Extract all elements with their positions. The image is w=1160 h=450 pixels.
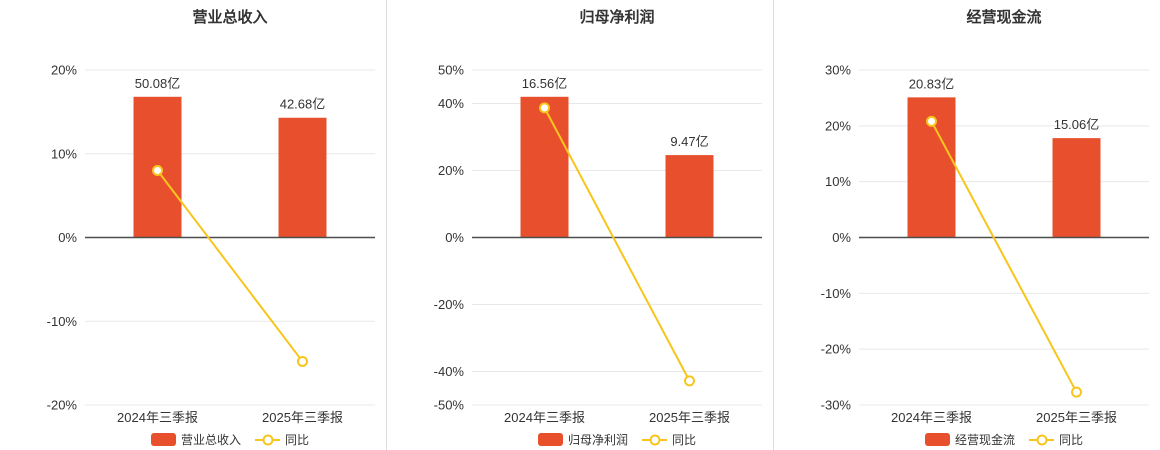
y-tick-label: 0% [58,230,77,245]
y-tick-label: -10% [47,314,78,329]
legend-revenue: 营业总收入 同比 [85,431,375,448]
y-tick-label: 20% [438,163,464,178]
y-tick-label: -40% [434,364,465,379]
y-tick-label: -50% [434,398,465,413]
panel-net-profit: 归母净利润 50% 40% 20% 0% -20% -40% -50% 16.56亿 2024年… [387,0,773,450]
y-tick-label: 20% [825,118,851,133]
y-tick-label: -20% [434,297,465,312]
legend-item-bar[interactable]: 归母净利润 [537,431,628,448]
bar-value-label: 9.47亿 [670,134,708,149]
y-tick-label: -30% [821,398,852,413]
legend-item-line[interactable]: 同比 [642,431,696,448]
x-axis-label: 2025年三季报 [1036,410,1117,425]
chart-title-revenue: 营业总收入 [192,9,268,26]
yoy-marker[interactable] [539,102,550,114]
y-tick-label: 10% [51,146,77,161]
legend-bar-label: 归母净利润 [567,433,628,447]
bar-swatch-icon [924,433,950,446]
yoy-marker[interactable] [297,355,308,367]
line-marker-swatch-icon [255,433,280,446]
panel-divider [386,0,387,450]
yoy-marker[interactable] [926,115,937,127]
yoy-marker[interactable] [1071,386,1082,398]
legend-line-label: 同比 [672,433,697,447]
line-marker-swatch-icon [642,433,667,446]
x-axis-label: 2024年三季报 [117,410,198,425]
legend-bar-label: 营业总收入 [180,433,241,447]
panel-operating-cashflow: 经营现金流 30% 20% 10% 0% -10% -20% -30% 20.83亿 2024年… [774,0,1160,450]
bar-value-label: 15.06亿 [1054,117,1100,132]
yoy-line [930,120,1078,393]
y-tick-label: -10% [821,286,852,301]
y-tick-label: -20% [47,398,78,413]
bar-value-label: 42.68亿 [280,97,326,112]
chart-title-cashflow: 经营现金流 [966,9,1042,26]
chart-title-net-profit: 归母净利润 [579,9,655,26]
net-profit-chart: 50% 40% 20% 0% -20% -40% -50% 16.56亿 2024年三季报 9.4… [434,63,762,425]
bar[interactable] [1052,138,1101,238]
yoy-marker[interactable] [684,375,695,387]
bar-value-label: 50.08亿 [135,76,181,91]
revenue-chart: 20% 10% 0% -10% -20% 50.08亿 2024年三季报 42.68亿 2025… [47,63,375,425]
x-axis-label: 2025年三季报 [262,410,343,425]
y-tick-label: -20% [821,342,852,357]
panel-divider [773,0,774,450]
legend-cashflow: 经营现金流 同比 [859,431,1149,448]
y-tick-label: 10% [825,174,851,189]
y-tick-label: 0% [445,230,464,245]
yoy-marker[interactable] [152,165,163,176]
legend-item-bar[interactable]: 经营现金流 [924,431,1015,448]
x-axis-label: 2024年三季报 [504,410,585,425]
bar-swatch-icon [150,433,176,446]
line-marker-swatch-icon [1029,433,1054,446]
bar[interactable] [520,96,569,238]
legend-item-line[interactable]: 同比 [1029,431,1083,448]
legend-bar-label: 经营现金流 [954,433,1015,447]
legend-net-profit: 归母净利润 同比 [472,431,762,448]
x-axis-label: 2025年三季报 [649,410,730,425]
cashflow-chart: 30% 20% 10% 0% -10% -20% -30% 20.83亿 2024年三季报 15.… [821,63,1149,425]
y-tick-label: 50% [438,63,464,78]
bar[interactable] [665,155,714,238]
x-axis-label: 2024年三季报 [891,410,972,425]
legend-line-label: 同比 [285,433,310,447]
y-tick-label: 0% [832,230,851,245]
y-tick-label: 40% [438,96,464,111]
bar-swatch-icon [537,433,563,446]
panel-revenue: 营业总收入 20% 10% 0% -10% -20% 50.08亿 2024年三季报 42.6… [0,0,386,450]
yoy-line [156,169,304,363]
y-tick-label: 20% [51,63,77,78]
y-tick-label: 30% [825,63,851,78]
legend-item-bar[interactable]: 营业总收入 [150,431,241,448]
yoy-line [543,107,691,382]
bar-value-label: 20.83亿 [909,76,955,91]
legend-line-label: 同比 [1059,433,1084,447]
legend-item-line[interactable]: 同比 [255,431,309,448]
bar[interactable] [278,117,327,238]
bar-value-label: 16.56亿 [522,76,568,91]
